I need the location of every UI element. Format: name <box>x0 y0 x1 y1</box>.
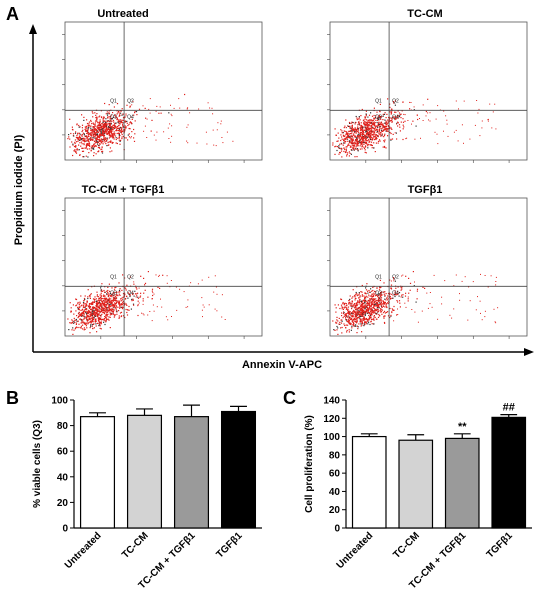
quadrant-label-q1: Q1 <box>375 274 382 280</box>
quadrant-label-q1: Q1 <box>375 98 382 104</box>
flow-plot-tc-cm: TC-CM Q1 Q2 Q3 Q4 <box>327 8 528 163</box>
bar <box>173 416 210 529</box>
x-tick-label: TC-CM <box>391 530 422 561</box>
flow-plot-tc-cm-tgfb1: TC-CM + TGFβ1 Q1 Q2 Q3 Q4 <box>62 184 263 339</box>
flow-dot-cloud <box>332 98 497 158</box>
y-tick-label: 60 <box>57 447 69 458</box>
bar-chart-cell-proliferation: 0 20 40 60 80 100 120 140 Cell proliferation (%)… <box>304 396 532 591</box>
quadrant-label-q3: Q3 <box>375 114 382 120</box>
flow-plot-title: TC-CM + TGFβ1 <box>82 184 165 196</box>
quadrant-label-q2: Q2 <box>127 98 134 104</box>
y-tick-label: 140 <box>323 396 340 407</box>
panel-a-y-axis-arrow <box>29 24 37 34</box>
quadrant-label-q4: Q4 <box>392 114 399 120</box>
quadrant-label-q4: Q4 <box>127 114 134 120</box>
quadrant-label-q3: Q3 <box>110 114 117 120</box>
quadrant-label-q1: Q1 <box>110 98 117 104</box>
y-axis-label: Cell proliferation (%) <box>304 415 315 513</box>
flow-plot-untreated: Untreated Q1 Q2 Q3 Q4 <box>62 8 263 163</box>
y-tick-label: 0 <box>334 524 340 535</box>
y-tick-label: 20 <box>57 498 69 509</box>
y-tick-label: 80 <box>329 450 341 461</box>
y-axis-label: % viable cells (Q3) <box>32 420 43 508</box>
y-tick-label: 20 <box>329 505 341 516</box>
x-tick-label: Untreated <box>63 530 104 571</box>
bar-chart-viable-cells: 0 20 40 60 80 100 % viable cells (Q3) Untreated… <box>32 396 262 591</box>
significance-mark: ## <box>503 402 515 414</box>
x-tick-label: TC-CM <box>120 530 151 561</box>
quadrant-label-q2: Q2 <box>127 274 134 280</box>
panel-a-y-axis-label: Propidium iodide (PI) <box>13 134 25 245</box>
bar <box>351 435 387 529</box>
flow-plot-frame <box>64 21 263 161</box>
flow-plot-title: Untreated <box>97 8 148 20</box>
y-tick-label: 0 <box>62 524 68 535</box>
y-tick-label: 40 <box>57 472 69 483</box>
bar <box>444 437 480 529</box>
quadrant-label-q2: Q2 <box>392 274 399 280</box>
significance-mark: ** <box>458 421 467 433</box>
x-tick-label: Untreated <box>335 530 376 571</box>
flow-plot-tgfb1: TGFβ1 Q1 Q2 Q3 Q4 <box>327 184 528 339</box>
flow-dot-cloud <box>67 93 234 158</box>
flow-plot-title: TC-CM <box>407 8 442 20</box>
flow-plot-frame <box>64 197 263 337</box>
quadrant-label-q1: Q1 <box>110 274 117 280</box>
quadrant-label-q4: Q4 <box>127 290 134 296</box>
flow-plot-title: TGFβ1 <box>408 184 443 196</box>
panel-a-x-axis-label: Annexin V-APC <box>242 359 322 371</box>
bar <box>220 410 257 529</box>
quadrant-label-q2: Q2 <box>392 98 399 104</box>
y-tick-label: 60 <box>329 469 341 480</box>
quadrant-label-q4: Q4 <box>392 290 399 296</box>
quadrant-label-q3: Q3 <box>375 290 382 296</box>
panel-a-label: A <box>6 4 19 24</box>
y-tick-label: 100 <box>51 396 68 407</box>
y-tick-label: 120 <box>323 414 340 425</box>
y-tick-label: 100 <box>323 432 340 443</box>
flow-dot-cloud <box>67 271 226 335</box>
x-tick-label: TGFβ1 <box>214 530 244 560</box>
y-tick-label: 80 <box>57 421 69 432</box>
x-tick-label: TGFβ1 <box>485 530 515 560</box>
bar <box>79 416 116 529</box>
bar <box>398 439 434 529</box>
quadrant-label-q3: Q3 <box>110 290 117 296</box>
panel-b-label: B <box>6 388 19 408</box>
bar <box>126 414 163 529</box>
bar <box>491 416 527 529</box>
panel-c-label: C <box>283 388 296 408</box>
panel-a-x-axis-arrow <box>524 348 534 356</box>
y-tick-label: 40 <box>329 487 341 498</box>
flow-dot-cloud <box>332 271 499 335</box>
